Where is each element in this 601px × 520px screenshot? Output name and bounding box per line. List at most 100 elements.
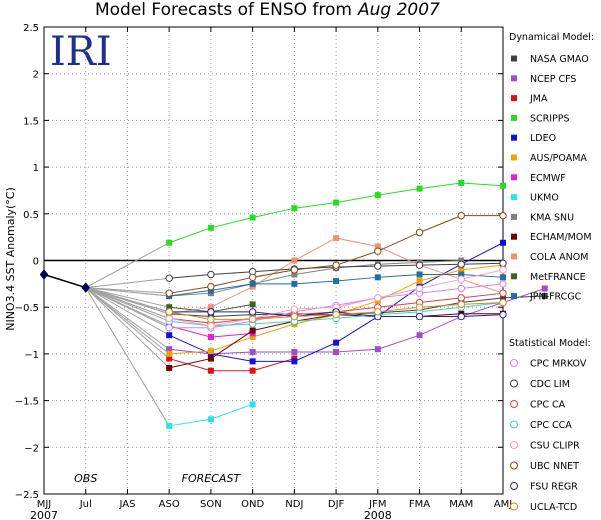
legend-item: CPC CA [510,400,566,411]
data-point [165,308,173,316]
legend-label: LDEO [530,133,556,144]
legend-item: CSU CLIPR [510,441,580,452]
legend-item: KMA SNU [511,212,574,223]
data-point [166,346,173,353]
data-point [499,310,507,319]
legend-label: SCRIPPS [530,113,570,124]
x-tick-label: JAS [118,499,135,510]
data-point [374,346,381,353]
series-ukmo [85,287,256,429]
data-point [415,303,424,311]
x-tick-label: Jul [79,499,92,510]
chart-title-date: Aug 2007 [357,0,440,20]
data-point [165,324,173,332]
data-point [249,280,256,287]
data-point [374,192,381,199]
series-connector [85,287,170,369]
legend-marker [510,420,518,429]
legend-item: UBC NNET [510,461,579,472]
data-point [249,301,256,308]
data-point [249,367,256,374]
data-point [207,334,214,341]
data-point [500,182,506,189]
data-point [457,260,465,268]
data-point [166,332,173,339]
data-point [457,300,465,309]
legend-marker [511,194,517,201]
data-point [333,235,340,242]
data-point [500,294,506,301]
legend-dynamical-title: Dynamical Model: [509,32,594,43]
legend-item: SCRIPPS [511,113,570,124]
y-tick-label: 2 [33,70,39,81]
x-tick-label: NDJ [285,499,303,510]
data-point [248,308,257,316]
chart-title: Model Forecasts of ENSO from [95,0,352,20]
legend-marker [510,441,518,449]
data-point [333,199,340,206]
x-year-label: 2008 [364,509,392,520]
data-point [207,322,215,330]
data-point [207,355,214,362]
x-tick-label: OND [241,499,264,510]
observed-line [43,273,86,289]
series-ucla-tcd [85,287,507,324]
data-point [374,308,382,316]
data-point [374,274,381,281]
y-tick-label: −1.5 [15,397,39,408]
y-tick-label: 0 [33,257,39,268]
legend-label: MetFRANCE [530,272,586,283]
series-connector [85,287,170,294]
y-tick-label: 1.5 [23,116,39,127]
legend-label: COLA ANOM [530,252,588,263]
legend-item: JMA [511,94,548,105]
legend-label: AUS/POAMA [530,153,587,164]
data-point [499,259,507,268]
legend-marker [511,114,517,121]
series-layer [39,179,548,429]
data-point [165,274,173,282]
data-point [249,358,256,365]
data-point [290,305,299,313]
series-connector [85,287,170,359]
data-point [333,278,340,285]
data-point [248,273,257,282]
data-point [458,179,465,186]
legend-marker [510,461,518,470]
data-point [415,261,424,269]
data-point [248,315,257,324]
data-point [207,348,214,355]
data-point [457,275,465,283]
data-point [249,349,256,356]
observed-point [81,282,91,293]
legend-label: CSU CLIPR [530,441,580,452]
data-point [458,257,465,264]
legend: Dynamical Model: NASA GMAO NCEP CFS JMA SCRI… [509,32,594,513]
legend-marker [510,502,518,511]
legend-label: CPC MRKOV [530,359,587,370]
data-point [291,349,298,356]
annotation-label: OBS [74,472,97,485]
data-point [291,205,298,212]
legend-label: JMA [529,94,548,105]
data-point [207,270,215,279]
legend-marker [510,359,518,367]
legend-item: CPC CCA [510,420,572,431]
data-point [291,280,298,287]
data-point [291,257,298,264]
data-point [416,185,423,192]
legend-marker [510,379,518,388]
data-point [374,262,382,270]
data-point [499,298,507,307]
data-point [249,327,256,334]
legend-marker [511,233,517,240]
series-connector [85,287,170,350]
series-connector [85,287,170,319]
data-point [374,294,382,302]
data-point [374,247,382,255]
legend-label: ECHAM/MOM [530,232,592,243]
annotation-label: FORECAST [182,472,242,485]
legend-item: JPN-FRCGC [511,292,582,303]
y-tick-label: 1 [33,163,39,174]
data-point [166,355,173,362]
